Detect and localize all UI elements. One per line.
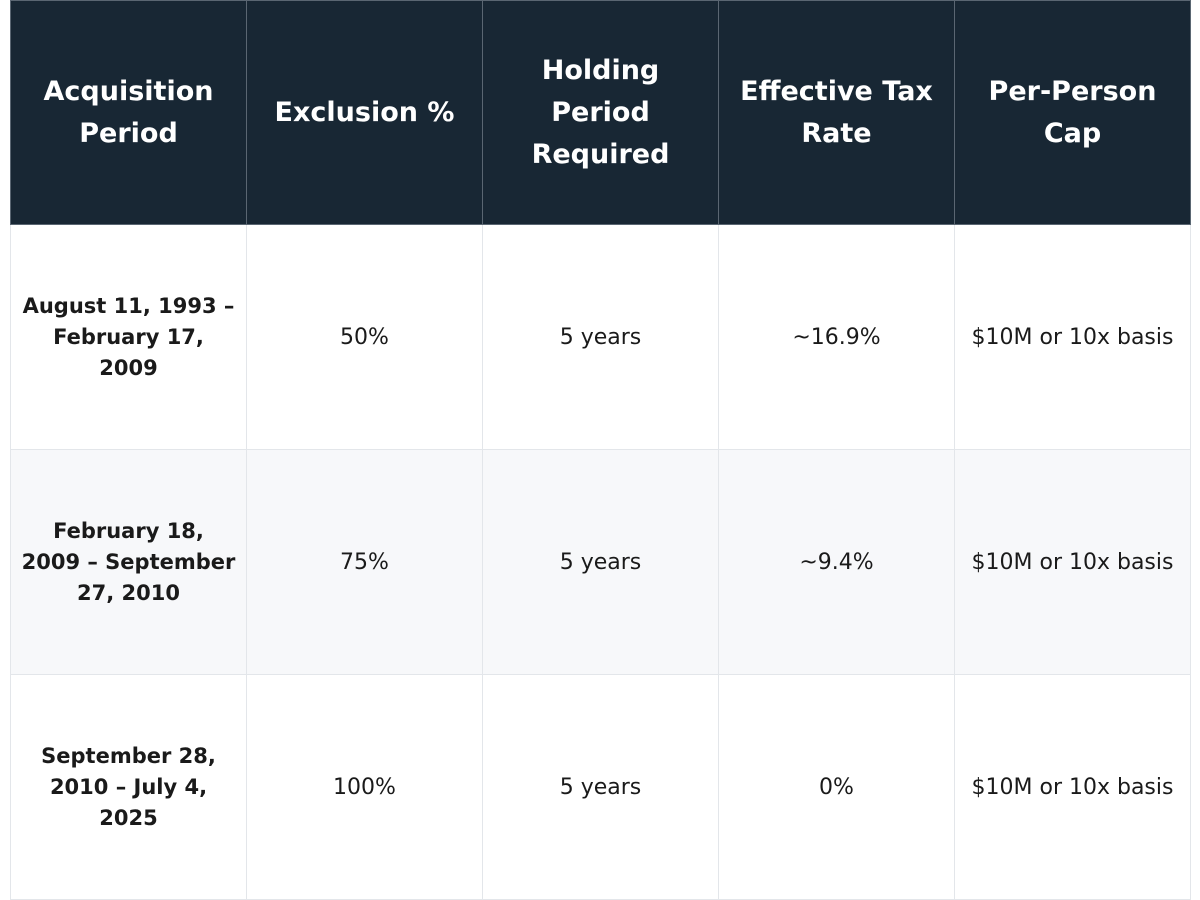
cell-per-person-cap: $10M or 10x basis <box>954 449 1191 675</box>
cell-exclusion-percent: 100% <box>246 674 483 900</box>
cell-effective-tax-rate: ~9.4% <box>718 449 955 675</box>
header-row: Acquisition Period Exclusion % Holding P… <box>10 0 1191 225</box>
cell-per-person-cap: $10M or 10x basis <box>954 674 1191 900</box>
cell-exclusion-percent: 75% <box>246 449 483 675</box>
cell-holding-period: 5 years <box>482 674 719 900</box>
header-holding-period: Holding Period Required <box>482 0 719 225</box>
cell-exclusion-percent: 50% <box>246 224 483 450</box>
table-row: August 11, 1993 – February 17, 2009 50% … <box>10 224 1191 450</box>
header-per-person-cap: Per-Person Cap <box>954 0 1191 225</box>
header-acquisition-period: Acquisition Period <box>10 0 247 225</box>
table-row: February 18, 2009 – September 27, 2010 7… <box>10 449 1191 675</box>
header-effective-tax-rate: Effective Tax Rate <box>718 0 955 225</box>
table-body: August 11, 1993 – February 17, 2009 50% … <box>10 224 1191 900</box>
header-exclusion-percent: Exclusion % <box>246 0 483 225</box>
cell-effective-tax-rate: ~16.9% <box>718 224 955 450</box>
cell-acquisition-period: August 11, 1993 – February 17, 2009 <box>10 224 247 450</box>
table-row: September 28, 2010 – July 4, 2025 100% 5… <box>10 674 1191 900</box>
cell-effective-tax-rate: 0% <box>718 674 955 900</box>
cell-acquisition-period: February 18, 2009 – September 27, 2010 <box>10 449 247 675</box>
cell-holding-period: 5 years <box>482 449 719 675</box>
cell-acquisition-period: September 28, 2010 – July 4, 2025 <box>10 674 247 900</box>
table-header: Acquisition Period Exclusion % Holding P… <box>10 0 1191 225</box>
qsbs-exclusion-table: Acquisition Period Exclusion % Holding P… <box>10 0 1191 900</box>
cell-holding-period: 5 years <box>482 224 719 450</box>
cell-per-person-cap: $10M or 10x basis <box>954 224 1191 450</box>
qsbs-exclusion-table-container: Acquisition Period Exclusion % Holding P… <box>10 0 1191 900</box>
